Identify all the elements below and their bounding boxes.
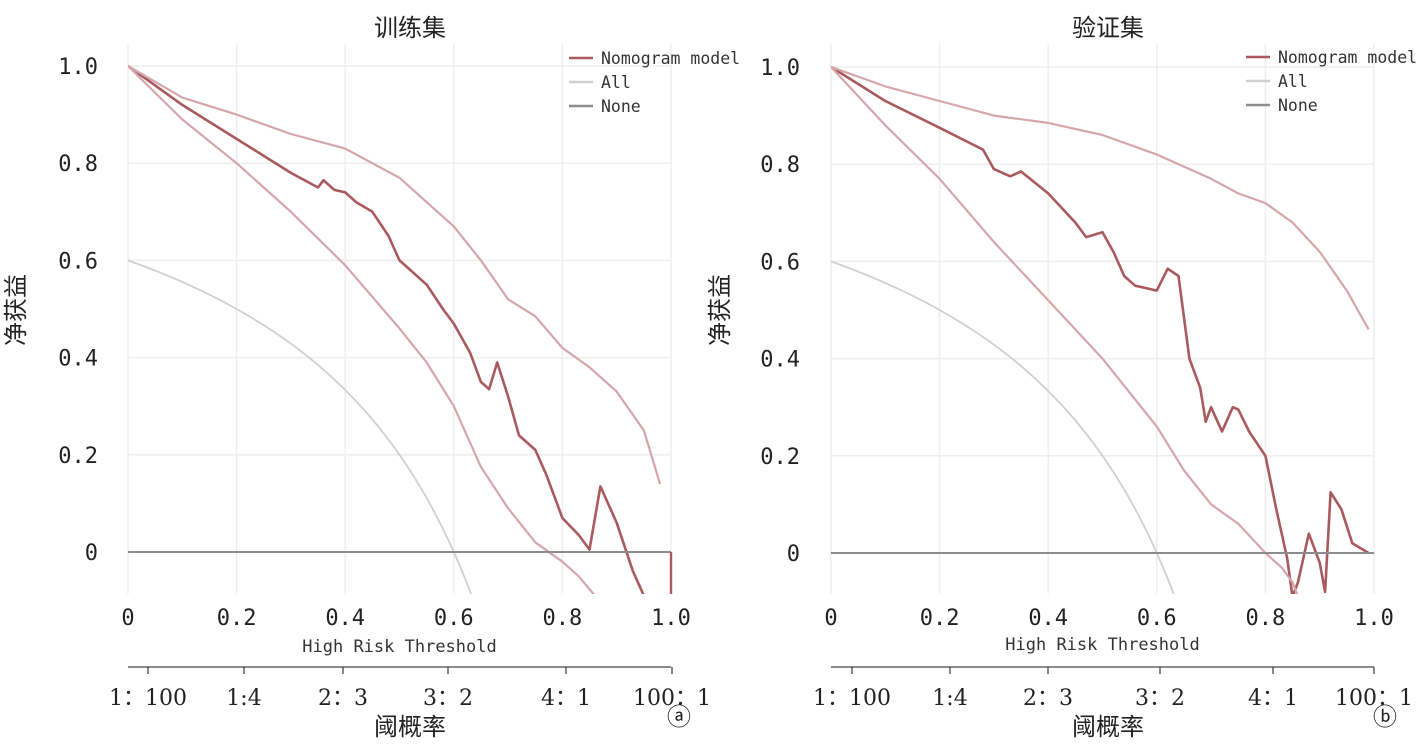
legend-label-model: Nomogram model	[601, 49, 740, 68]
x-tick-label: 1.0	[1354, 606, 1394, 631]
cost-benefit-axis-label: 阈概率	[1072, 713, 1144, 741]
panel-tag: ⓑ	[1373, 703, 1397, 731]
series-line-ci	[128, 65, 596, 594]
cost-benefit-tick-label: 3：2	[423, 686, 473, 711]
cost-benefit-tick-label: 4：1	[541, 686, 591, 711]
x-tick-label: 0.4	[1028, 606, 1068, 631]
x-axis-label: High Risk Threshold	[302, 637, 496, 657]
x-tick-label: 0.6	[1137, 606, 1177, 631]
y-tick-label: 0.6	[58, 249, 98, 274]
cost-benefit-tick-label: 100：1	[633, 686, 711, 711]
cost-benefit-axis-label: 阈概率	[374, 713, 446, 741]
series-group	[831, 65, 1374, 594]
grid	[127, 44, 672, 594]
y-tick-label: 1.0	[760, 56, 800, 81]
series-group	[128, 64, 671, 594]
x-tick-label: 0	[824, 606, 837, 631]
y-tick-label: 0.2	[58, 444, 98, 469]
y-tick-label: 0.8	[760, 153, 800, 178]
x-tick-label: 1.0	[651, 606, 691, 631]
legend-label-none: None	[601, 97, 641, 116]
cost-benefit-tick-label: 1:4	[932, 686, 967, 711]
cost-benefit-tick-label: 100：1	[1335, 686, 1413, 711]
x-tick-label: 0.6	[434, 606, 474, 631]
legend: Nomogram model All None	[569, 49, 740, 116]
y-tick-label: 0	[85, 541, 98, 566]
cost-benefit-tick-label: 4：1	[1248, 686, 1298, 711]
cost-benefit-tick-label: 2：3	[318, 686, 368, 711]
x-tick-label: 0.4	[325, 606, 365, 631]
panel-b: 验证集 1.0 0.8 0.6 0.4 0.2 0 0 0.2 0.4 0.6 0.8 1.0 净获益 Hi…	[706, 14, 1417, 741]
y-tick-label: 0.4	[58, 347, 98, 372]
chart-title: 训练集	[374, 14, 446, 42]
y-tick-label: 0	[787, 542, 800, 567]
y-tick-label: 0.2	[760, 445, 800, 470]
x-tick-label: 0.8	[1246, 606, 1286, 631]
y-tick-label: 0.4	[760, 348, 800, 373]
x-tick-label: 0.8	[543, 606, 583, 631]
series-line-all	[831, 260, 1175, 594]
cost-benefit-tick-label: 3：2	[1135, 686, 1185, 711]
cost-benefit-tick-label: 1：100	[109, 686, 187, 711]
series-line-ci	[128, 65, 662, 485]
y-tick-label: 0.6	[760, 250, 800, 275]
series-line-all	[128, 259, 473, 594]
chart-title: 验证集	[1072, 14, 1144, 42]
panel-tag: ⓐ	[667, 703, 691, 731]
legend-label-all: All	[1278, 72, 1308, 91]
x-tick-label: 0	[121, 606, 134, 631]
y-axis-label: 净获益	[706, 274, 734, 346]
cost-benefit-tick-label: 2：3	[1023, 686, 1073, 711]
legend: Nomogram model All None	[1246, 48, 1417, 115]
panel-a: 训练集 1.0 0.8 0.6 0.4 0.2 0 0 0.2 0.4 0.6 0.8 1.0 净获益 Hi…	[2, 14, 740, 741]
y-tick-label: 0.8	[58, 152, 98, 177]
legend-label-all: All	[601, 73, 631, 92]
series-line-ci	[831, 66, 1299, 594]
y-tick-label: 1.0	[58, 55, 98, 80]
series-line-model	[128, 64, 645, 594]
x-tick-label: 0.2	[217, 606, 257, 631]
cost-benefit-tick-label: 1:4	[226, 686, 261, 711]
x-axis-label: High Risk Threshold	[1005, 635, 1199, 655]
cost-benefit-tick-label: 1：100	[813, 686, 891, 711]
series-line-ci	[831, 65, 1370, 330]
grid	[830, 44, 1375, 594]
series-line-model	[831, 65, 1370, 594]
legend-label-model: Nomogram model	[1278, 48, 1417, 67]
x-tick-label: 0.2	[920, 606, 960, 631]
legend-label-none: None	[1278, 96, 1318, 115]
y-axis-label: 净获益	[2, 274, 30, 346]
